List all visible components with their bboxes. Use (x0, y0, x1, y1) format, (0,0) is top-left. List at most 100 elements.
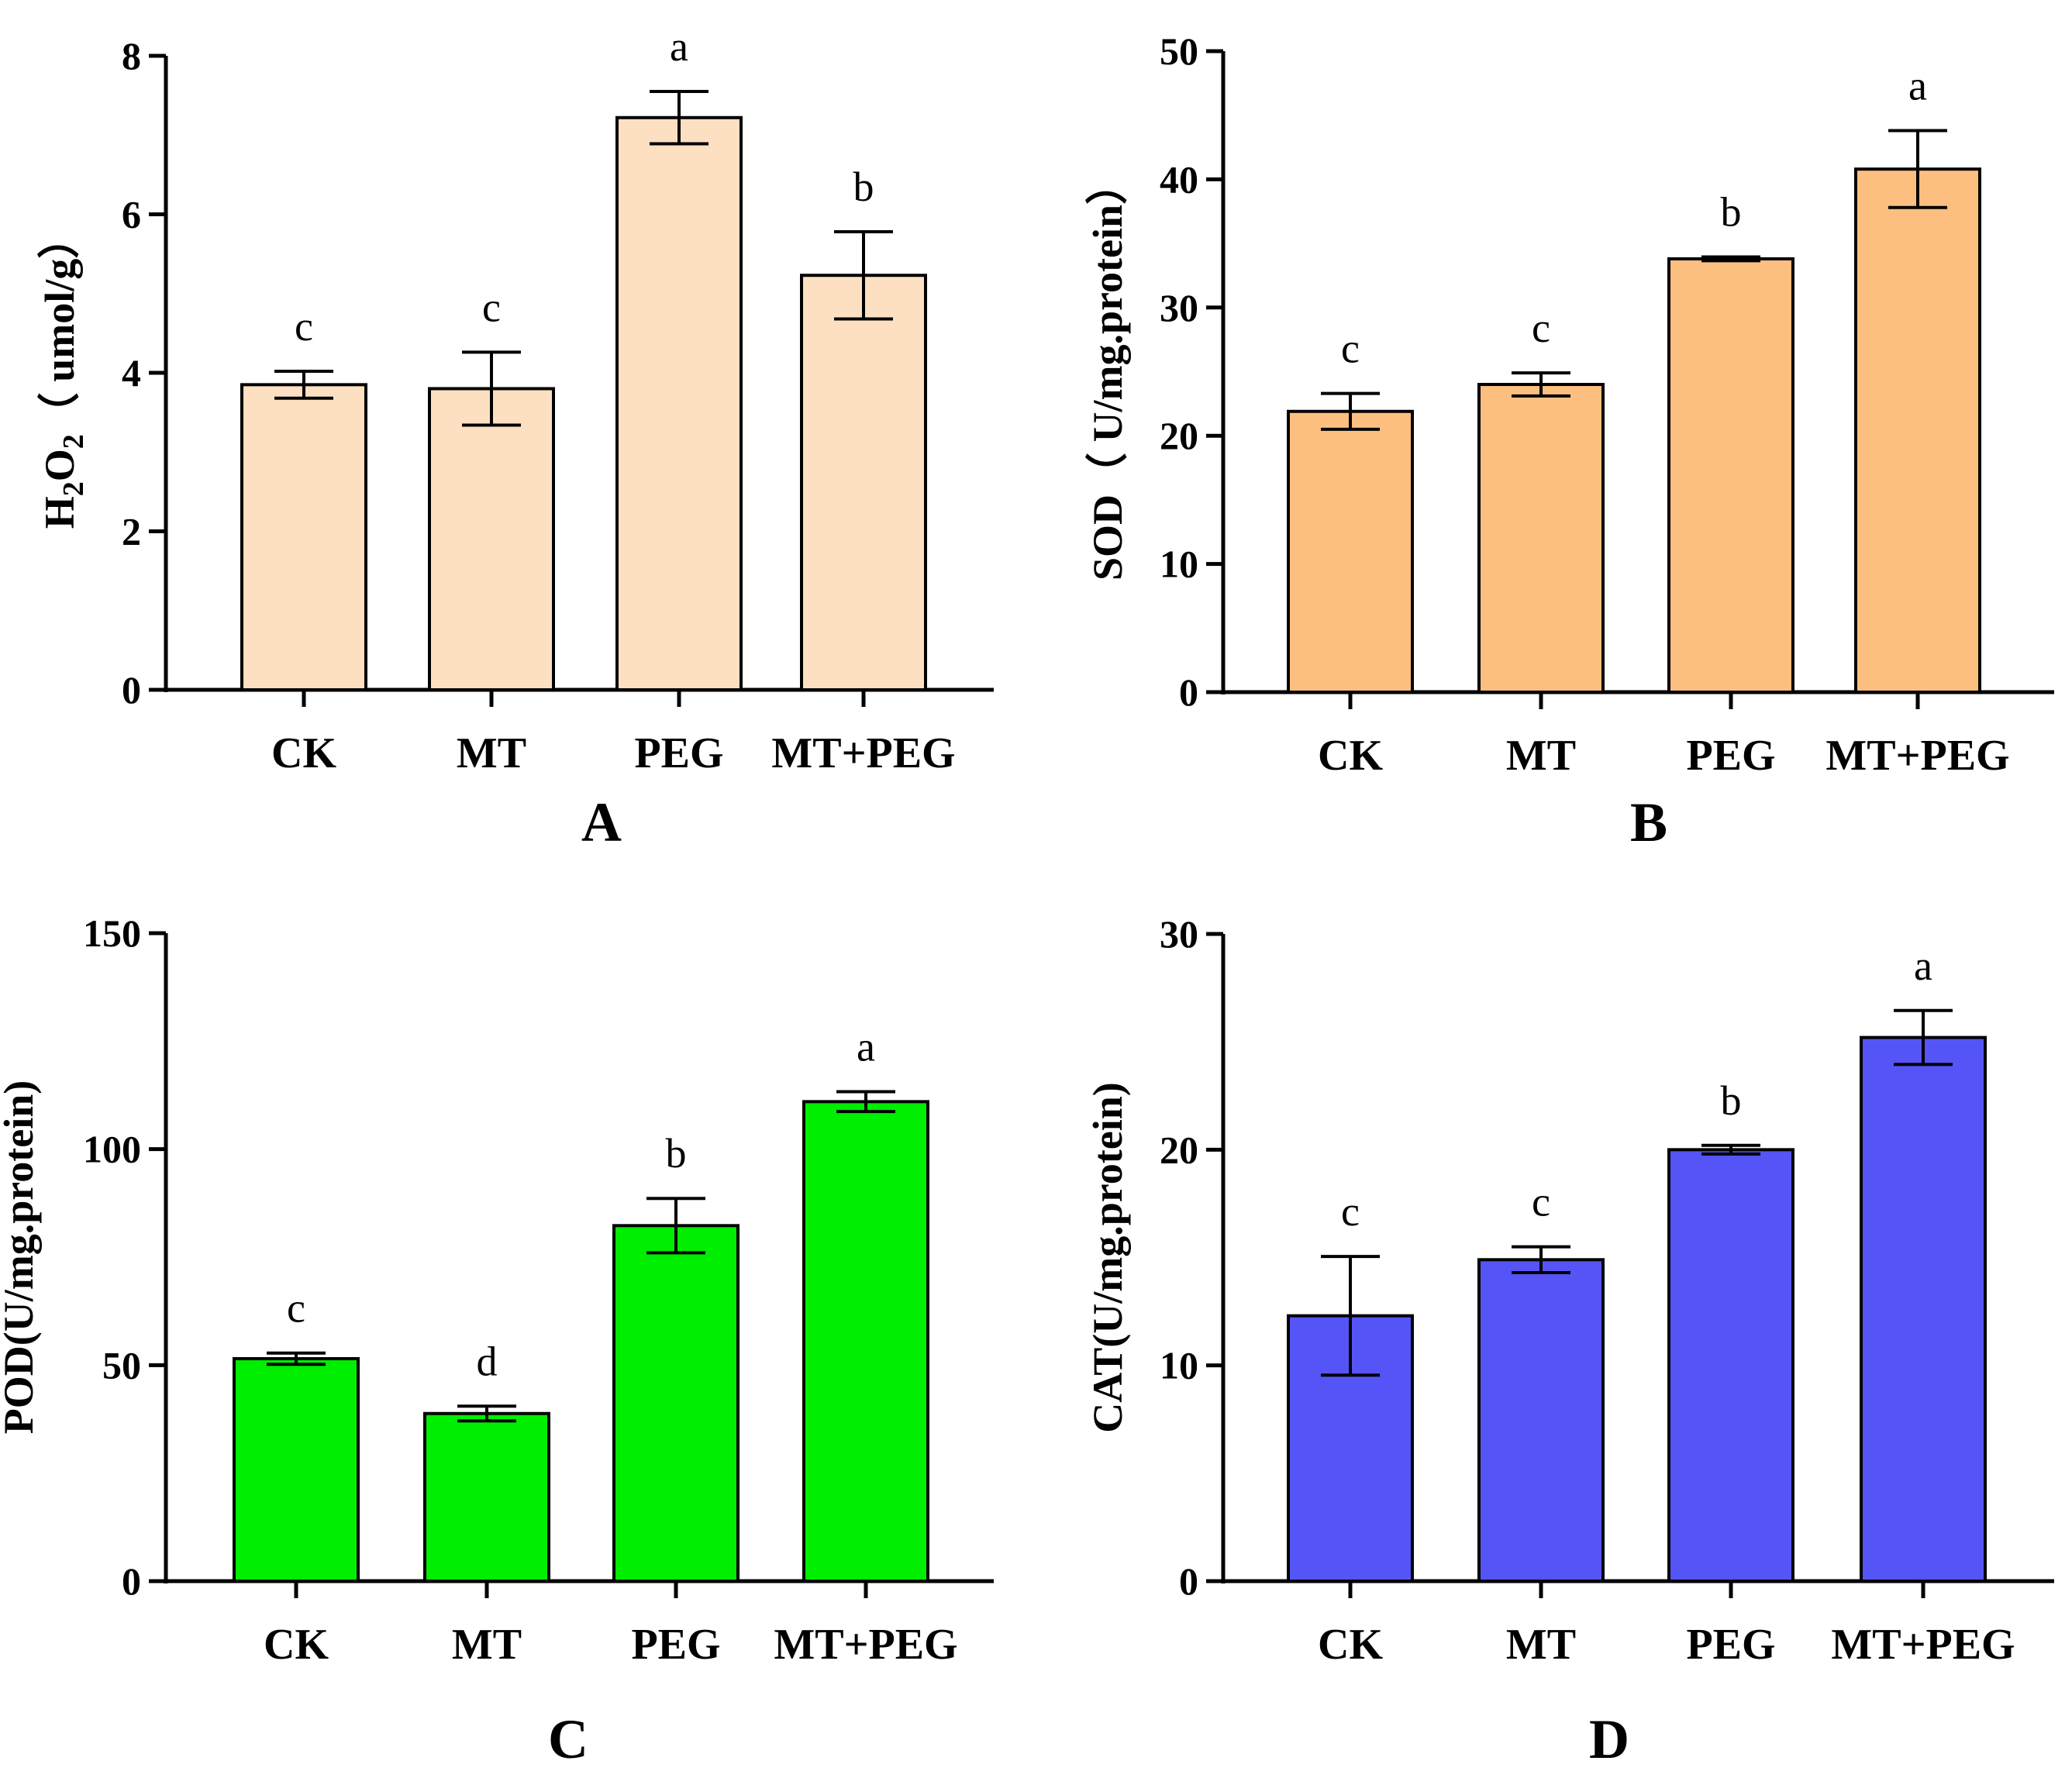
bar-ck (240, 383, 367, 691)
panel-letter: A (581, 791, 622, 853)
significance-letter: c (1532, 305, 1550, 351)
y-tick-label: 2 (122, 510, 141, 553)
significance-letter: d (477, 1338, 498, 1384)
y-axis-title-subscript: 2 (57, 481, 90, 496)
error-bar (1512, 371, 1570, 398)
significance-letter: c (295, 303, 313, 350)
error-bar (650, 90, 708, 146)
y-axis-title: H2O2（ umol/g） (36, 217, 90, 529)
y-tick-label: 8 (122, 34, 141, 78)
chart-panel-b: 0 10 20 30 40 50 c CK c MT b PEG a MT+PEG SOD（ U/mg.pr… (1084, 29, 2054, 853)
error-bar (834, 229, 893, 321)
bar-mt (1477, 383, 1605, 694)
category-label: MT+PEG (771, 729, 955, 777)
y-axis-title: CAT(U/mg.protein) (1084, 1082, 1131, 1432)
y-tick-label: 30 (1160, 912, 1198, 956)
y-tick-label: 10 (1160, 543, 1198, 586)
category-label: CK (1318, 1621, 1383, 1669)
significance-letter: b (1721, 1077, 1742, 1124)
significance-letter: b (666, 1130, 687, 1177)
error-bar (457, 1404, 516, 1423)
y-tick-label: 40 (1160, 157, 1198, 201)
chart-panel-d: 0 10 20 30 c CK c MT b PEG a MT+PEG CAT(U/mg.protein… (1084, 912, 2054, 1770)
bar-mt-peg (800, 274, 927, 692)
error-bar (1321, 391, 1380, 431)
y-axis-title-part: H (36, 496, 83, 529)
category-label: MT (1506, 732, 1576, 780)
category-label: PEG (631, 1621, 720, 1669)
bar-peg (615, 115, 743, 691)
error-bar (462, 350, 521, 427)
bar-mt (1477, 1258, 1605, 1583)
bar-mt-peg (1854, 167, 1981, 694)
error-bar (1512, 1245, 1570, 1274)
category-label: MT+PEG (774, 1621, 957, 1669)
significance-letter: c (482, 284, 501, 330)
y-tick-label: 4 (122, 351, 141, 395)
significance-letter: c (1341, 1188, 1360, 1235)
error-bar (646, 1197, 705, 1255)
significance-letter: c (1532, 1179, 1550, 1225)
bar-ck (233, 1356, 360, 1583)
panel-letter: B (1630, 791, 1667, 853)
y-tick-label: 0 (1179, 670, 1198, 714)
category-label: MT+PEG (1831, 1621, 2015, 1669)
significance-letter: c (287, 1285, 305, 1332)
bar-ck (1287, 409, 1414, 694)
error-bar (1701, 255, 1760, 263)
category-label: CK (264, 1621, 329, 1669)
y-tick-label: 150 (83, 911, 141, 955)
significance-letter: a (1908, 63, 1927, 109)
y-axis-title: SOD（ U/mg.protein） (1084, 163, 1131, 581)
error-bar (836, 1090, 895, 1114)
panel-letter: D (1589, 1708, 1629, 1770)
y-tick-label: 10 (1160, 1344, 1198, 1387)
y-tick-label: 50 (102, 1343, 141, 1387)
error-bar (274, 369, 333, 400)
panel-letter: C (548, 1708, 588, 1770)
y-tick-label: 0 (122, 1559, 141, 1603)
category-label: MT+PEG (1825, 732, 2009, 780)
bar-mt (423, 1411, 550, 1583)
bar-mt-peg (802, 1100, 929, 1583)
significance-letter: b (1721, 188, 1742, 235)
y-axis-title-part: （ umol/g） (36, 217, 83, 435)
significance-letter: a (857, 1024, 875, 1070)
y-axis-title: POD(U/mg.protein) (0, 1080, 42, 1434)
bar-peg (612, 1224, 740, 1583)
y-tick-label: 100 (83, 1128, 141, 1171)
error-bar (1888, 129, 1947, 209)
error-bar (1701, 1143, 1760, 1156)
y-tick-label: 50 (1160, 29, 1198, 73)
y-axis-title-part: O (36, 449, 83, 481)
bar-peg (1667, 1148, 1794, 1583)
category-label: PEG (1686, 1621, 1775, 1669)
y-tick-label: 20 (1160, 414, 1198, 457)
category-label: CK (1318, 732, 1383, 780)
y-tick-label: 0 (1179, 1559, 1198, 1603)
y-tick-label: 20 (1160, 1128, 1198, 1171)
category-label: PEG (1686, 732, 1775, 780)
category-label: MT (457, 729, 526, 777)
category-label: MT (1506, 1621, 1576, 1669)
category-label: CK (271, 729, 336, 777)
y-tick-label: 0 (122, 668, 141, 712)
bar-peg (1667, 257, 1794, 694)
significance-letter: a (1914, 942, 1932, 989)
significance-letter: a (670, 23, 688, 70)
y-axis-title-subscript: 2 (57, 434, 90, 449)
significance-letter: b (853, 164, 874, 210)
category-label: PEG (634, 729, 723, 777)
y-tick-label: 6 (122, 193, 141, 236)
bar-mt-peg (1860, 1035, 1987, 1583)
chart-panel-c: 0 50 100 150 c CK d MT b PEG a MT+PEG POD(U/mg.prote… (0, 911, 994, 1770)
error-bar (1894, 1008, 1953, 1066)
significance-letter: c (1341, 326, 1360, 372)
error-bar (1321, 1255, 1380, 1377)
error-bar (267, 1351, 326, 1366)
category-label: MT (452, 1621, 522, 1669)
bar-mt (428, 387, 555, 691)
